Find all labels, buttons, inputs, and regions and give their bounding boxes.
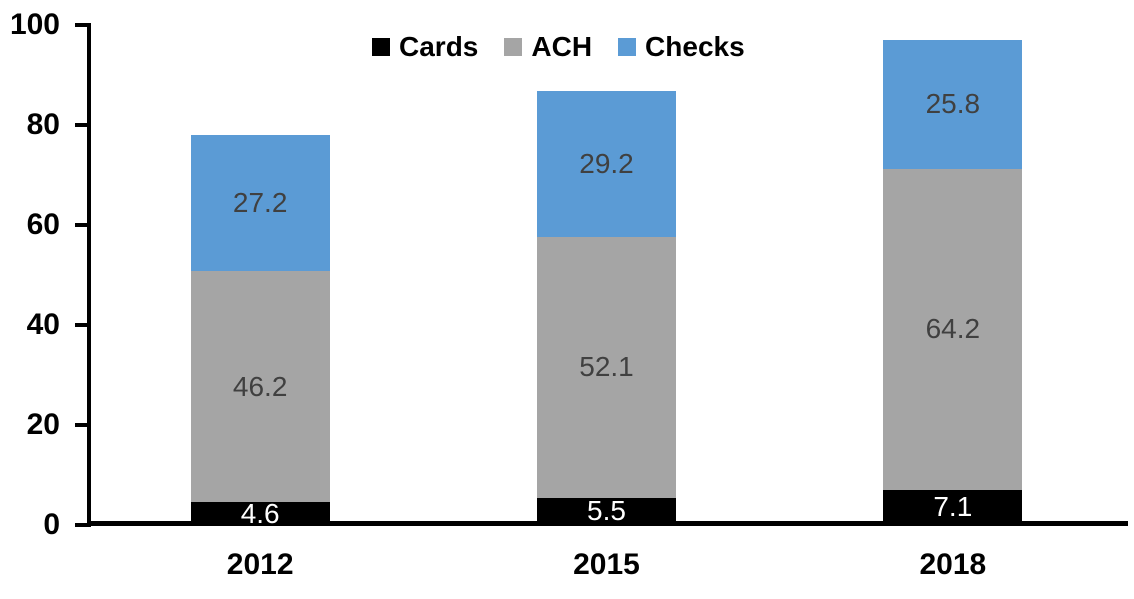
bar-segment-cards-2012: 4.6	[190, 497, 330, 529]
y-axis-line	[87, 23, 91, 527]
bar-segment-checks-2012: 27.2	[190, 135, 330, 271]
bar-segment-checks-2015: 29.2	[537, 91, 676, 237]
legend-item-ach: ACH	[504, 33, 592, 61]
y-tick-mark	[75, 423, 87, 427]
x-category-label: 2018	[919, 548, 987, 581]
bar-value-label: 64.2	[925, 313, 981, 344]
legend-item-cards: Cards	[372, 33, 478, 61]
bar-value-label: 4.6	[240, 497, 280, 529]
legend-label: Cards	[399, 31, 479, 62]
x-category-label: 2012	[226, 548, 294, 581]
legend-swatch-cards-icon	[372, 38, 390, 56]
y-tick-mark	[75, 223, 87, 227]
legend-label: Checks	[645, 31, 745, 62]
bar-value-label: 27.2	[232, 187, 288, 218]
y-tick-label: 20	[26, 408, 60, 441]
legend-label: ACH	[531, 31, 593, 62]
bar-value-label: 5.5	[587, 495, 626, 527]
bar-segment-cards-2015: 5.5	[537, 495, 676, 527]
y-tick-mark	[75, 523, 87, 527]
legend: Cards ACH Checks	[372, 33, 745, 61]
bar-value-label: 25.8	[925, 88, 981, 119]
y-tick-label: 100	[9, 8, 60, 41]
bar-value-label: 29.2	[579, 148, 634, 179]
legend-swatch-checks-icon	[618, 38, 637, 56]
bar-value-label: 7.1	[933, 491, 973, 523]
bar-segment-ach-2015: 52.1	[537, 237, 676, 498]
legend-item-checks: Checks	[618, 33, 745, 61]
y-tick-label: 80	[26, 108, 60, 141]
y-tick-mark	[75, 23, 87, 27]
bar-value-label: 46.2	[232, 370, 288, 402]
bar-value-label: 52.1	[579, 351, 634, 383]
bar-segment-ach-2018: 64.2	[883, 168, 1023, 490]
y-tick-label: 60	[26, 208, 60, 241]
y-tick-label: 0	[43, 508, 60, 541]
y-tick-label: 40	[26, 308, 60, 341]
y-tick-mark	[75, 123, 87, 127]
x-category-label: 2015	[573, 548, 640, 581]
bar-segment-ach-2012: 46.2	[190, 271, 330, 502]
y-tick-mark	[75, 323, 87, 327]
bar-segment-checks-2018: 25.8	[883, 39, 1023, 169]
bar-segment-cards-2018: 7.1	[883, 489, 1023, 525]
legend-swatch-ach-icon	[504, 38, 523, 56]
